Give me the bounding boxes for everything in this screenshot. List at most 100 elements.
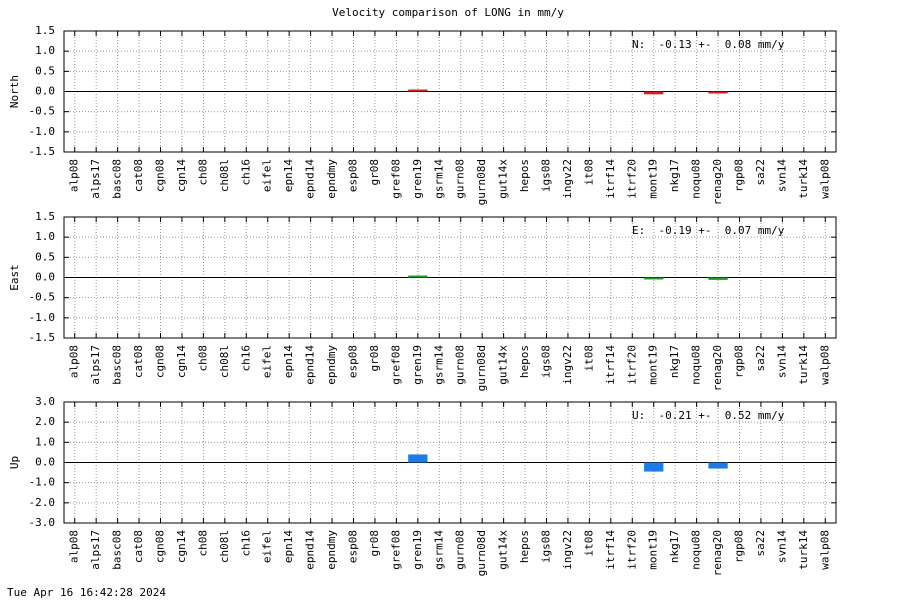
x-tick-label: walp08 <box>818 530 831 570</box>
x-tick-label: gren19 <box>411 159 424 199</box>
x-tick-label: turk14 <box>797 530 810 570</box>
annotation: N: -0.13 +- 0.08 mm/y <box>632 38 785 51</box>
x-tick-label: gref08 <box>389 530 402 570</box>
x-tick-label: eifel <box>261 530 274 563</box>
x-tick-label: epn14 <box>282 159 295 192</box>
x-tick-label: gut14x <box>497 345 510 385</box>
x-tick-label: hepos <box>518 345 531 378</box>
x-tick-label: esp08 <box>347 345 360 378</box>
x-tick-label: esp08 <box>347 159 360 192</box>
x-tick-label: cgn08 <box>154 159 167 192</box>
x-tick-label: itrf14 <box>604 345 617 385</box>
x-tick-label: ch16 <box>239 159 252 186</box>
annotation: E: -0.19 +- 0.07 mm/y <box>632 224 785 237</box>
bar <box>644 91 664 95</box>
y-tick-label: -0.5 <box>29 291 56 304</box>
x-tick-label: cgn14 <box>175 530 188 563</box>
x-tick-label: ch08 <box>196 159 209 186</box>
x-tick-label: epndmy <box>325 530 338 570</box>
x-tick-label: gurn08d <box>475 345 488 391</box>
x-tick-label: cgn08 <box>154 530 167 563</box>
y-tick-label: -1.5 <box>29 145 56 158</box>
x-tick-label: turk14 <box>797 159 810 199</box>
x-tick-label: gref08 <box>389 159 402 199</box>
x-tick-label: hepos <box>518 530 531 563</box>
timestamp: Tue Apr 16 16:42:28 2024 <box>7 586 166 599</box>
plot-frame <box>63 30 837 153</box>
y-tick-label: -1.0 <box>29 125 56 138</box>
x-tick-label: itrf20 <box>625 530 638 570</box>
x-tick-label: alps17 <box>89 159 102 199</box>
x-tick-label: mont19 <box>647 530 660 570</box>
x-tick-label: cat08 <box>132 345 145 378</box>
x-tick-label: ch08 <box>196 530 209 557</box>
x-tick-label: turk14 <box>797 345 810 385</box>
x-tick-label: gsrm14 <box>432 530 445 570</box>
x-tick-label: alp08 <box>68 530 81 563</box>
bar <box>708 277 728 280</box>
x-tick-label: rgp08 <box>733 159 746 192</box>
y-tick-label: 1.5 <box>35 210 55 223</box>
y-tick-label: -2.0 <box>29 496 56 509</box>
x-tick-label: renag20 <box>711 530 724 576</box>
plot-frame <box>63 401 837 524</box>
x-tick-label: rgp08 <box>733 345 746 378</box>
y-axis-label: East <box>8 264 21 291</box>
bar <box>644 462 664 472</box>
x-tick-label: itrf14 <box>604 530 617 570</box>
x-tick-label: mont19 <box>647 345 660 385</box>
x-tick-label: it08 <box>582 345 595 372</box>
x-tick-label: epnd14 <box>304 159 317 199</box>
chart-title: Velocity comparison of LONG in mm/y <box>332 6 564 19</box>
x-tick-label: basc08 <box>111 159 124 199</box>
y-tick-label: 0.0 <box>35 271 55 284</box>
x-tick-label: noqu08 <box>690 345 703 385</box>
x-tick-label: noqu08 <box>690 530 703 570</box>
x-tick-label: igs08 <box>540 345 553 378</box>
y-tick-label: 1.0 <box>35 230 55 243</box>
y-tick-label: -1.0 <box>29 476 56 489</box>
x-tick-label: gr08 <box>368 159 381 186</box>
y-axis-label: Up <box>8 456 21 469</box>
bar <box>408 275 428 278</box>
x-tick-label: nkg17 <box>668 159 681 192</box>
x-tick-label: gsrm14 <box>432 345 445 385</box>
y-tick-label: 0.0 <box>35 456 55 469</box>
bar <box>408 89 428 92</box>
x-tick-label: walp08 <box>818 159 831 199</box>
x-tick-label: epnd14 <box>304 345 317 385</box>
y-tick-label: 1.5 <box>35 24 55 37</box>
bar <box>644 277 664 280</box>
x-tick-label: svn14 <box>775 159 788 192</box>
x-tick-label: gsrm14 <box>432 159 445 199</box>
x-tick-label: cat08 <box>132 530 145 563</box>
x-tick-label: renag20 <box>711 159 724 205</box>
y-tick-label: 1.0 <box>35 435 55 448</box>
x-tick-label: cgn14 <box>175 345 188 378</box>
x-tick-label: alp08 <box>68 159 81 192</box>
y-axis-label: North <box>8 75 21 108</box>
x-tick-label: alps17 <box>89 345 102 385</box>
x-tick-label: cgn14 <box>175 159 188 192</box>
x-tick-label: igs08 <box>540 530 553 563</box>
x-tick-label: gurn08 <box>454 159 467 199</box>
x-tick-label: gut14x <box>497 530 510 570</box>
x-tick-label: gref08 <box>389 345 402 385</box>
y-tick-label: -1.5 <box>29 331 56 344</box>
x-tick-label: igs08 <box>540 159 553 192</box>
plot-frame <box>63 216 837 339</box>
x-tick-label: cgn08 <box>154 345 167 378</box>
x-tick-label: alps17 <box>89 530 102 570</box>
x-tick-label: svn14 <box>775 530 788 563</box>
x-tick-label: itrf20 <box>625 159 638 199</box>
x-tick-label: esp08 <box>347 530 360 563</box>
x-tick-label: noqu08 <box>690 159 703 199</box>
x-tick-label: sa22 <box>754 345 767 372</box>
x-tick-label: cat08 <box>132 159 145 192</box>
y-tick-label: 0.5 <box>35 64 55 77</box>
x-tick-label: eifel <box>261 159 274 192</box>
x-tick-label: basc08 <box>111 345 124 385</box>
bar <box>408 454 428 463</box>
x-tick-label: ch08l <box>218 345 231 378</box>
